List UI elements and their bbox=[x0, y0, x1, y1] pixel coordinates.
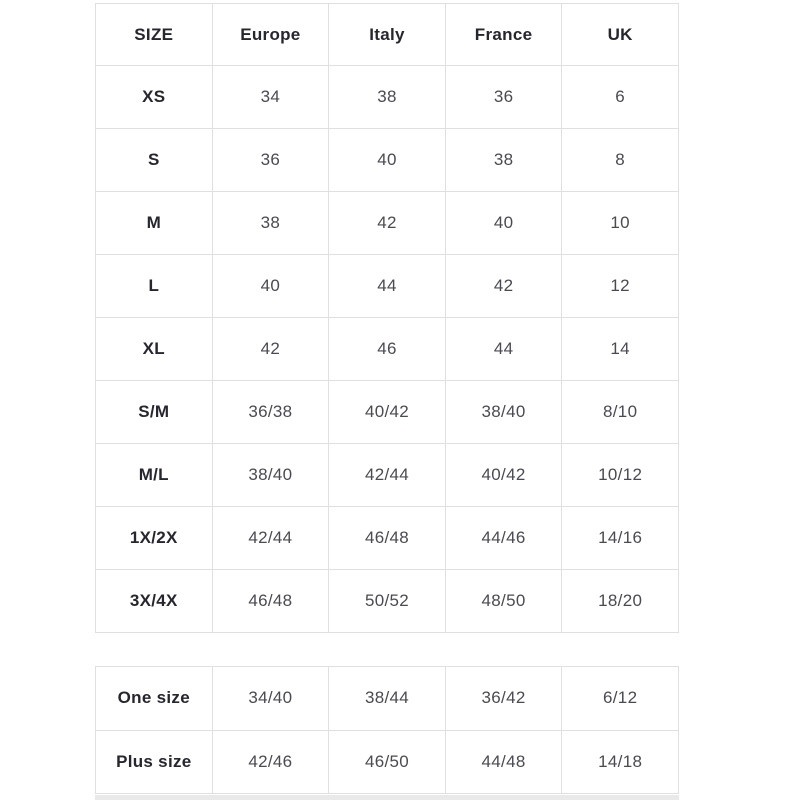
value-cell: 42 bbox=[444, 254, 563, 318]
value-cell: 12 bbox=[561, 254, 679, 318]
value-cell: 10/12 bbox=[561, 443, 679, 507]
value-cell: 6 bbox=[561, 65, 679, 129]
value-cell: 42 bbox=[328, 191, 446, 255]
table-row: M/L 38/40 42/44 40/42 10/12 bbox=[95, 443, 679, 507]
value-cell: 10 bbox=[561, 191, 679, 255]
one-size-plus-size-table: One size 34/40 38/44 36/42 6/12 Plus siz… bbox=[95, 666, 679, 794]
value-cell: 42/44 bbox=[211, 506, 330, 570]
value-cell: 42/46 bbox=[211, 729, 330, 794]
value-cell: 34/40 bbox=[211, 666, 330, 731]
value-cell: 42/44 bbox=[328, 443, 446, 507]
value-cell: 38/40 bbox=[211, 443, 330, 507]
size-label-cell: L bbox=[95, 254, 213, 318]
table-row: S 36 40 38 8 bbox=[95, 128, 679, 192]
value-cell: 38 bbox=[328, 65, 446, 129]
table-row: S/M 36/38 40/42 38/40 8/10 bbox=[95, 380, 679, 444]
value-cell: 38/44 bbox=[328, 666, 446, 731]
value-cell: 36/38 bbox=[211, 380, 330, 444]
value-cell: 18/20 bbox=[561, 569, 679, 633]
value-cell: 36 bbox=[444, 65, 563, 129]
table-header-row: SIZE Europe Italy France UK bbox=[95, 3, 679, 66]
size-tables-container: SIZE Europe Italy France UK XS 34 38 36 … bbox=[95, 3, 679, 794]
size-label-cell: XS bbox=[95, 65, 213, 129]
value-cell: 36 bbox=[211, 128, 330, 192]
value-cell: 38 bbox=[444, 128, 563, 192]
header-cell-europe: Europe bbox=[211, 3, 330, 66]
size-conversion-table: SIZE Europe Italy France UK XS 34 38 36 … bbox=[95, 3, 679, 633]
value-cell: 48/50 bbox=[444, 569, 563, 633]
value-cell: 40 bbox=[211, 254, 330, 318]
size-label-cell: S bbox=[95, 128, 213, 192]
value-cell: 44 bbox=[328, 254, 446, 318]
size-label-cell: M/L bbox=[95, 443, 213, 507]
value-cell: 44/46 bbox=[444, 506, 563, 570]
header-cell-uk: UK bbox=[561, 3, 679, 66]
size-label-cell: One size bbox=[95, 666, 213, 731]
table-row: 1X/2X 42/44 46/48 44/46 14/16 bbox=[95, 506, 679, 570]
value-cell: 14 bbox=[561, 317, 679, 381]
table-row: M 38 42 40 10 bbox=[95, 191, 679, 255]
size-label-cell: 3X/4X bbox=[95, 569, 213, 633]
value-cell: 6/12 bbox=[561, 666, 679, 731]
table-row: XS 34 38 36 6 bbox=[95, 65, 679, 129]
table-row: L 40 44 42 12 bbox=[95, 254, 679, 318]
table-row: 3X/4X 46/48 50/52 48/50 18/20 bbox=[95, 569, 679, 633]
value-cell: 14/16 bbox=[561, 506, 679, 570]
value-cell: 46 bbox=[328, 317, 446, 381]
size-label-cell: 1X/2X bbox=[95, 506, 213, 570]
value-cell: 38/40 bbox=[444, 380, 563, 444]
value-cell: 14/18 bbox=[561, 729, 679, 794]
value-cell: 44/48 bbox=[444, 729, 563, 794]
value-cell: 46/48 bbox=[328, 506, 446, 570]
table-row: Plus size 42/46 46/50 44/48 14/18 bbox=[95, 729, 679, 794]
value-cell: 42 bbox=[211, 317, 330, 381]
value-cell: 36/42 bbox=[444, 666, 563, 731]
header-cell-france: France bbox=[444, 3, 563, 66]
value-cell: 46/50 bbox=[328, 729, 446, 794]
size-label-cell: Plus size bbox=[95, 729, 213, 794]
size-label-cell: S/M bbox=[95, 380, 213, 444]
value-cell: 40/42 bbox=[444, 443, 563, 507]
value-cell: 8/10 bbox=[561, 380, 679, 444]
value-cell: 40 bbox=[328, 128, 446, 192]
value-cell: 34 bbox=[211, 65, 330, 129]
value-cell: 8 bbox=[561, 128, 679, 192]
header-cell-italy: Italy bbox=[328, 3, 446, 66]
value-cell: 50/52 bbox=[328, 569, 446, 633]
value-cell: 40 bbox=[444, 191, 563, 255]
size-label-cell: XL bbox=[95, 317, 213, 381]
table-row: One size 34/40 38/44 36/42 6/12 bbox=[95, 666, 679, 731]
value-cell: 40/42 bbox=[328, 380, 446, 444]
table-row: XL 42 46 44 14 bbox=[95, 317, 679, 381]
value-cell: 44 bbox=[444, 317, 563, 381]
size-label-cell: M bbox=[95, 191, 213, 255]
value-cell: 46/48 bbox=[211, 569, 330, 633]
header-cell-size: SIZE bbox=[95, 3, 213, 66]
table-gap bbox=[95, 633, 679, 666]
bottom-divider bbox=[95, 795, 679, 800]
value-cell: 38 bbox=[211, 191, 330, 255]
